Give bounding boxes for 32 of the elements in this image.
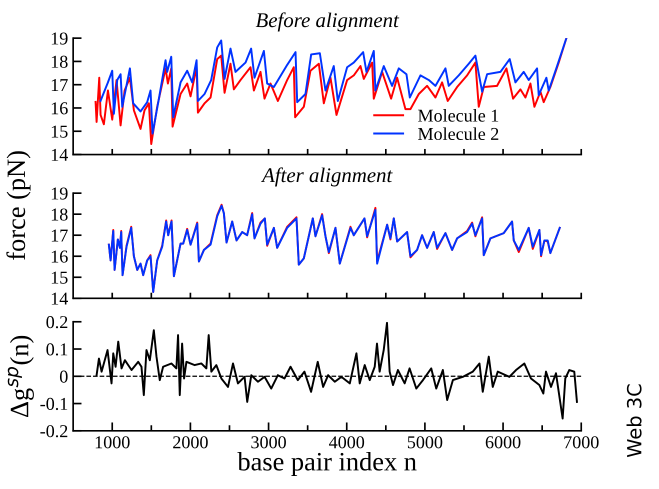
y-tick-label: 19 xyxy=(52,187,68,200)
x-tick-label: 4000 xyxy=(329,436,364,448)
y-tick-label: 19 xyxy=(52,32,68,45)
y-tick-label: 15 xyxy=(52,272,68,284)
legend-label: Molecule 1 xyxy=(418,109,498,122)
y-tick-label: 16 xyxy=(52,250,68,263)
y-tick-label: 0.1 xyxy=(46,343,68,356)
y-tick-label: 0.2 xyxy=(46,316,68,328)
y-tick-label: 18 xyxy=(52,56,68,68)
y-tick-label: 0 xyxy=(60,370,68,383)
y-tick-label: 18 xyxy=(52,208,68,221)
y-axis-title: Δg$^{sp}$(n) xyxy=(8,336,34,417)
text: Web 3C xyxy=(626,384,642,458)
y-axis-title: force (pN) xyxy=(6,151,31,260)
chart-title: After alignment xyxy=(260,167,393,186)
x-tick-label: 2000 xyxy=(173,436,208,448)
y-tick-label: 17 xyxy=(52,230,68,242)
x-axis-title: base pair index n xyxy=(237,452,417,476)
x-tick-label: 3000 xyxy=(251,436,286,448)
legend-label: Molecule 2 xyxy=(418,127,498,140)
x-tick-label: 1000 xyxy=(96,436,130,448)
y-tick-label: 15 xyxy=(52,126,68,138)
x-tick-label: 7000 xyxy=(564,436,599,448)
chart-title: Before alignment xyxy=(256,12,400,32)
x-tick-label: 5000 xyxy=(408,436,442,448)
y-tick-label: 16 xyxy=(52,102,68,114)
y-tick-label: 14 xyxy=(52,148,68,161)
y-tick-label: 17 xyxy=(52,79,68,91)
x-tick-label: 6000 xyxy=(486,436,520,448)
y-tick-label: 14 xyxy=(52,292,68,305)
y-tick-label: -0.1 xyxy=(40,398,68,410)
y-tick-label: -0.2 xyxy=(40,425,68,438)
